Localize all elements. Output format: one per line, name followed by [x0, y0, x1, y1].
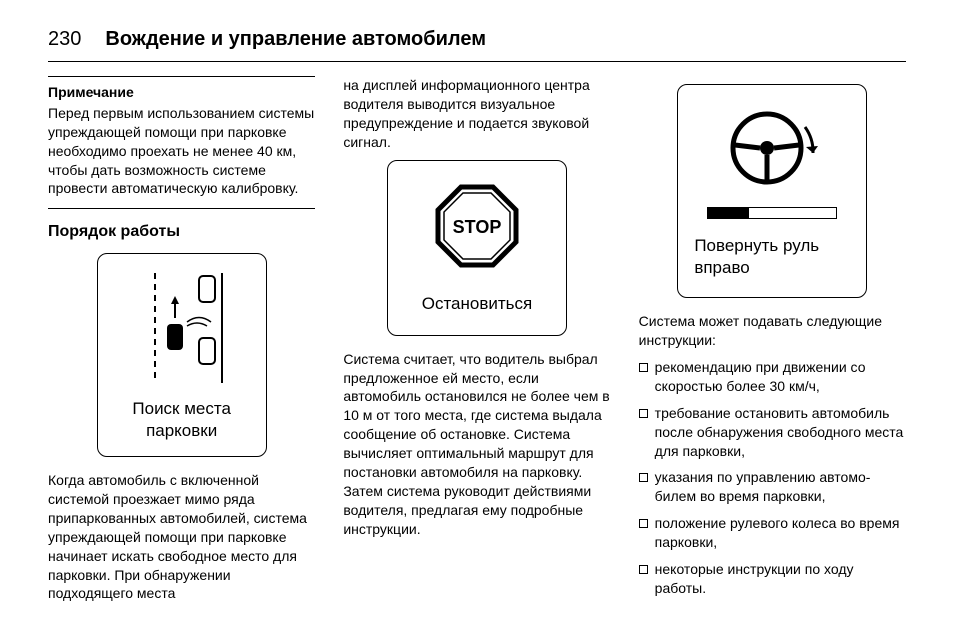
column-3: Повернуть руль вправо Система может пода… — [639, 76, 906, 611]
list-item: указания по управлению автомо­билем во в… — [639, 468, 906, 506]
figure-caption-steering: Повернуть руль вправо — [694, 235, 850, 279]
page-header: 230 Вождение и управление автомобилем — [48, 28, 906, 62]
figure-steering: Повернуть руль вправо — [677, 84, 867, 298]
figure-caption-parking: Поиск места парковки — [112, 398, 252, 442]
figure-stop: STOP Остановиться — [387, 160, 567, 336]
col2-para-top: на дисплей информационного центра водите… — [343, 76, 610, 152]
list-item: рекомендацию при движении со скоростью б… — [639, 358, 906, 396]
instructions-list: рекомендацию при движении со скоростью б… — [639, 358, 906, 598]
steering-wheel-icon — [717, 103, 827, 193]
stop-sign-icon: STOP — [432, 181, 522, 271]
svg-text:STOP: STOP — [453, 217, 502, 237]
parking-diagram-icon — [127, 268, 237, 388]
page-title: Вождение и управление автомобилем — [105, 28, 486, 51]
list-item: требование остановить автомо­биль после … — [639, 404, 906, 461]
progress-fill — [708, 208, 749, 218]
note-body: Перед первым использованием системы упре… — [48, 104, 315, 198]
col1-para: Когда автомобиль с включенной системой п… — [48, 471, 315, 603]
note-title: Примечание — [48, 83, 315, 102]
figure-caption-stop: Остановиться — [422, 293, 533, 315]
col2-para-bottom: Система считает, что водитель вы­брал пр… — [343, 350, 610, 539]
column-2: на дисплей информационного центра водите… — [343, 76, 610, 611]
list-item: некоторые инструкции по ходу работы. — [639, 560, 906, 598]
column-1: Примечание Перед первым использованием с… — [48, 76, 315, 611]
progress-bar — [707, 207, 837, 219]
content-columns: Примечание Перед первым использованием с… — [48, 76, 906, 611]
col3-intro: Система может подавать следую­щие инстру… — [639, 312, 906, 350]
page-number: 230 — [48, 28, 81, 51]
figure-parking-search: Поиск места парковки — [97, 253, 267, 457]
note-box: Примечание Перед первым использованием с… — [48, 76, 315, 209]
list-item: положение рулевого колеса во время парко… — [639, 514, 906, 552]
section-title: Порядок работы — [48, 221, 315, 243]
